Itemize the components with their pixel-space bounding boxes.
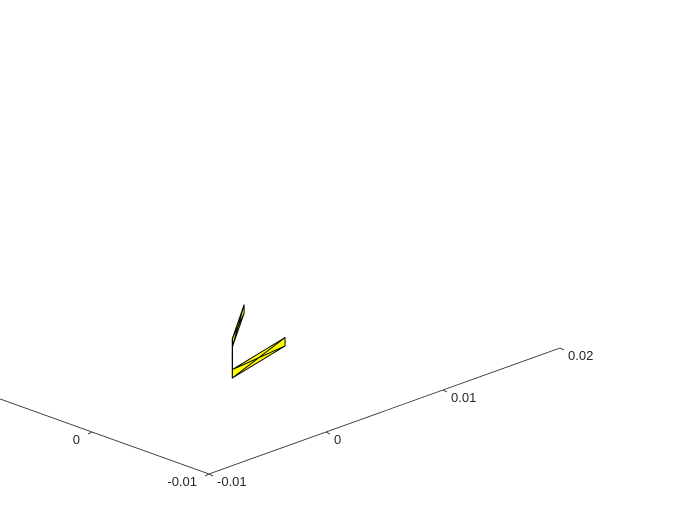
mesh-surface — [231, 304, 286, 379]
y-axis-line — [208, 347, 561, 475]
y-tick-label: 0 — [334, 432, 341, 447]
x-tick-label: -0.01 — [167, 474, 197, 489]
y-tick-label: 0.01 — [451, 390, 476, 405]
y-tick-label: -0.01 — [217, 474, 247, 489]
y-tick-label: 0.02 — [568, 348, 593, 363]
x-tick-label: 0 — [73, 432, 80, 447]
mesh-edge — [232, 345, 286, 371]
y-tick — [559, 347, 565, 351]
mesh-edge — [231, 312, 245, 339]
x-axis-line — [0, 398, 210, 475]
x-tick — [204, 473, 210, 477]
tick-labels: 0.020.010-0.01-0.0100.010.020.020.010-0.… — [73, 348, 594, 489]
x-tick — [87, 431, 93, 435]
y-tick — [325, 431, 331, 435]
y-tick — [442, 389, 448, 393]
y-tick — [208, 473, 214, 477]
axes — [0, 347, 565, 477]
